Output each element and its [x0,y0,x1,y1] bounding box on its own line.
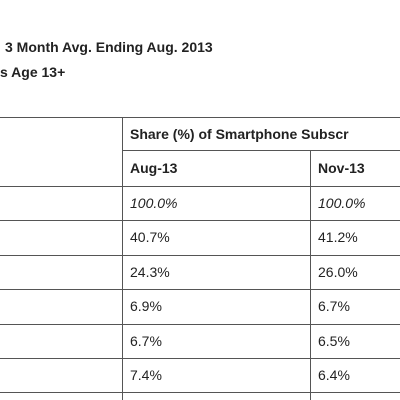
title: 3 Month Avg. Ending Aug. 2013 [5,39,213,55]
rule [0,220,400,221]
cell: 41.2% [318,229,358,246]
rule [0,392,400,393]
cell: 6.9% [130,298,162,315]
column-header: Nov-13 [318,160,365,176]
rule [0,186,400,187]
subtitle: s Age 13+ [0,64,66,80]
cell: 6.7% [130,332,162,349]
cell: 7.4% [130,367,162,383]
column-header: Aug-13 [130,160,178,176]
cell: 24.3% [130,263,170,280]
rule [0,289,400,290]
rule [122,150,400,151]
cell: 6.5% [318,332,350,349]
rule [0,358,400,359]
rule [122,117,123,400]
rule [310,150,311,400]
cell: 100.0% [130,195,178,211]
rule [0,324,400,325]
rule [0,117,400,118]
cell: 6.7% [318,298,350,315]
cell: 6.4% [318,367,350,383]
cell: 100.0% [318,195,366,211]
group-header: Share (%) of Smartphone Subscr [130,126,349,142]
cell: 40.7% [130,229,170,246]
rule [0,255,400,256]
cell: 26.0% [318,263,358,280]
